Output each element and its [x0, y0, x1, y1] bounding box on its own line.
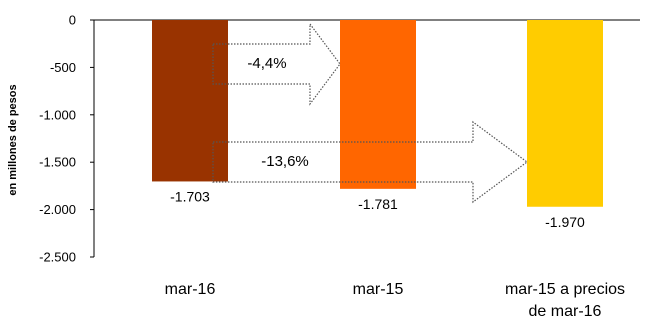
annotations	[212, 22, 529, 204]
bar-1	[152, 20, 228, 182]
bar-2	[340, 20, 416, 189]
y-tick-label: -1.500	[39, 155, 76, 170]
change-arrow	[212, 120, 529, 204]
y-tick-label: 0	[69, 13, 76, 28]
y-tick-label: -2.500	[39, 250, 76, 265]
y-tick-label: -1.000	[39, 107, 76, 122]
category-label: de mar-16	[529, 303, 602, 320]
data-label: -1.703	[170, 188, 210, 204]
data-label: -1.970	[545, 214, 585, 230]
data-label: -1.781	[358, 196, 398, 212]
y-tick-label: -500	[50, 60, 76, 75]
bar-3	[527, 20, 603, 207]
category-label: mar-15 a precios	[505, 281, 625, 298]
change-label: -4,4%	[247, 55, 286, 72]
labels: -1.703 -1.781 -1.970 mar-16 mar-15 mar-15 a p…	[165, 55, 625, 320]
y-axis-title: en millones de pesos	[7, 84, 19, 195]
change-label: -13,6%	[261, 153, 309, 170]
bars	[152, 20, 603, 207]
category-label: mar-16	[165, 281, 216, 298]
change-arrow	[212, 22, 341, 106]
y-tick-label: -2.000	[39, 202, 76, 217]
category-label: mar-15	[353, 281, 404, 298]
